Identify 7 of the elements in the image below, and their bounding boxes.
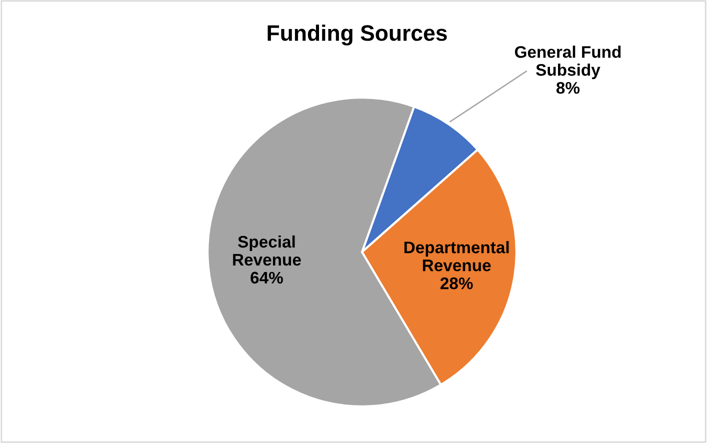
slice-label: Departmental Revenue: [404, 241, 509, 272]
data-label: 64%: [250, 272, 283, 284]
slice-label: Special Revenue: [233, 235, 301, 266]
slice-label: General Fund Subsidy: [514, 46, 621, 80]
data-label: 28%: [440, 277, 473, 290]
data-label: 8%: [556, 82, 580, 94]
chart-title: Funding Sources: [268, 24, 447, 46]
